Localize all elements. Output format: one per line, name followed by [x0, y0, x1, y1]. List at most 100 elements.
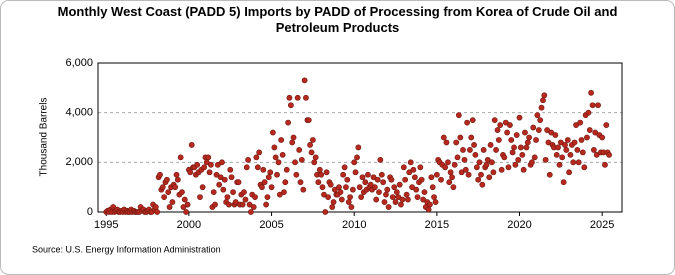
data-point [575, 159, 582, 166]
data-point [512, 161, 519, 168]
data-point [380, 179, 387, 186]
data-point [381, 199, 388, 205]
data-point [172, 184, 179, 191]
data-point [417, 164, 424, 171]
data-point [566, 169, 573, 176]
data-point [199, 184, 206, 191]
data-point [493, 147, 499, 153]
data-point [461, 156, 468, 163]
data-point [228, 174, 235, 181]
data-point [478, 171, 484, 178]
data-point [207, 161, 214, 168]
data-point [297, 179, 304, 186]
data-point [230, 189, 236, 196]
data-point [221, 176, 228, 183]
data-point [197, 194, 203, 200]
data-point [442, 164, 449, 171]
data-point [462, 166, 469, 173]
data-point [454, 154, 461, 161]
data-point [283, 166, 290, 173]
data-point [388, 176, 395, 183]
data-point [413, 186, 420, 193]
data-point [352, 169, 359, 176]
data-point [281, 189, 287, 196]
x-tick-label: 2005 [259, 219, 283, 231]
data-point [219, 159, 225, 166]
data-point [524, 139, 531, 146]
data-point [486, 174, 493, 181]
data-point [312, 154, 319, 161]
data-point [371, 184, 378, 191]
data-point [232, 199, 239, 205]
data-point [406, 169, 413, 176]
data-point [395, 194, 402, 200]
data-point [165, 189, 172, 196]
data-point [290, 134, 297, 141]
data-point [557, 139, 564, 146]
data-point [206, 169, 213, 176]
data-point [497, 122, 504, 128]
data-point [606, 151, 613, 158]
data-point [495, 137, 502, 143]
data-point [570, 159, 577, 166]
data-point [321, 191, 327, 198]
data-point [337, 189, 344, 196]
data-point [529, 159, 535, 166]
data-point [303, 94, 309, 101]
data-point [377, 156, 384, 163]
data-point [263, 201, 270, 208]
data-point [365, 171, 371, 178]
data-point [396, 181, 403, 188]
data-point [214, 161, 221, 168]
data-point [504, 129, 511, 136]
data-point [355, 144, 362, 151]
data-point [378, 171, 385, 178]
data-point [296, 147, 303, 153]
data-point [322, 209, 329, 215]
data-point [479, 181, 486, 188]
data-point [457, 134, 464, 141]
data-point [443, 139, 450, 146]
data-point [241, 189, 247, 196]
data-point [293, 171, 300, 178]
data-point [438, 176, 444, 183]
data-point [428, 174, 435, 181]
data-point [289, 139, 296, 146]
data-point [309, 137, 316, 143]
data-point [522, 129, 528, 136]
data-point [265, 174, 272, 181]
data-point [246, 201, 253, 208]
data-point [336, 184, 342, 191]
data-point [392, 199, 399, 205]
data-point [318, 171, 325, 178]
data-point [490, 169, 497, 176]
data-point [319, 184, 326, 191]
data-point [464, 119, 471, 126]
x-tick-label: 2020 [507, 219, 531, 231]
data-point [279, 151, 286, 158]
data-point [340, 171, 347, 178]
data-point [227, 166, 234, 173]
data-point [531, 154, 538, 161]
data-point [573, 122, 579, 128]
data-point [498, 166, 505, 173]
data-point [164, 176, 170, 183]
data-point [177, 154, 184, 161]
data-point [450, 184, 457, 191]
data-point [425, 206, 432, 213]
data-point [323, 169, 330, 176]
data-point [275, 159, 282, 166]
data-point [567, 151, 574, 158]
data-point [446, 179, 453, 186]
x-tick-label: 1995 [94, 219, 118, 231]
data-point [179, 189, 185, 196]
data-point [256, 149, 263, 156]
x-tick-label: 2000 [177, 219, 201, 231]
data-point [563, 147, 570, 153]
data-point [483, 161, 490, 168]
data-point [602, 161, 608, 168]
data-point [540, 97, 546, 104]
data-point [389, 194, 396, 200]
data-point [585, 109, 592, 116]
